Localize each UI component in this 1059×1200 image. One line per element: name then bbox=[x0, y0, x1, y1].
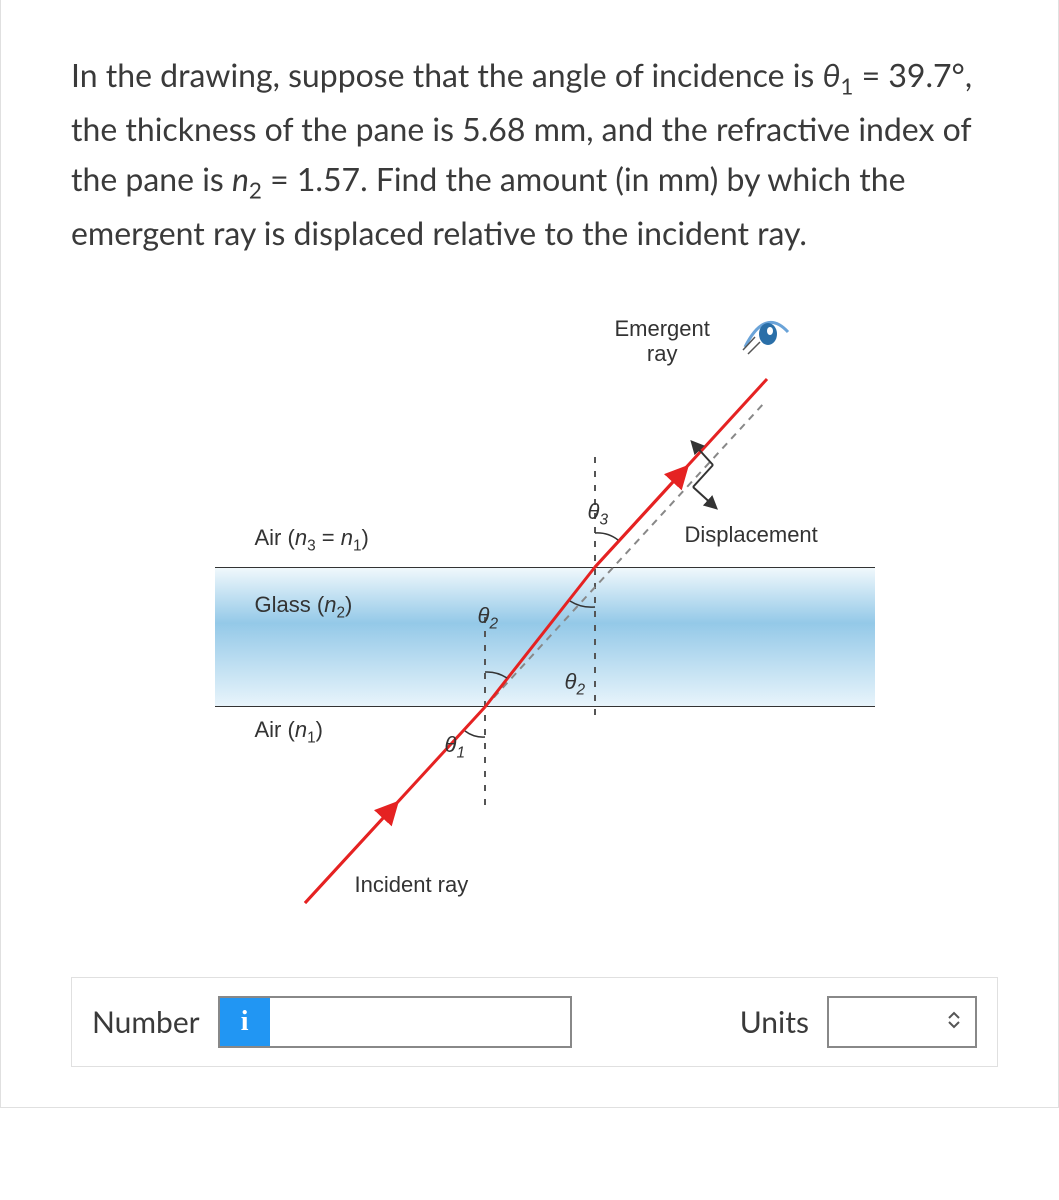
n2-sub: 2 bbox=[249, 176, 262, 203]
answer-row: Number i Units bbox=[71, 977, 998, 1067]
diagram: Emergent ray Air (n3 = n1) Glass (n2) Ai… bbox=[71, 307, 998, 927]
number-input[interactable] bbox=[270, 998, 570, 1046]
emergent-ray-label: Emergent ray bbox=[615, 317, 710, 365]
n2-sym: n bbox=[232, 159, 249, 198]
problem-part-1: In the drawing, suppose that the angle o… bbox=[71, 55, 822, 94]
incident-ray-label: Incident ray bbox=[355, 872, 469, 898]
units-select[interactable] bbox=[827, 996, 977, 1048]
glass-label: Glass (n2) bbox=[255, 592, 353, 622]
units-label: Units bbox=[740, 1004, 809, 1040]
info-icon[interactable]: i bbox=[220, 998, 270, 1046]
problem-text: In the drawing, suppose that the angle o… bbox=[71, 50, 998, 257]
theta2-upper-label: θ2 bbox=[478, 603, 499, 633]
air-bottom-label: Air (n1) bbox=[255, 717, 323, 747]
theta1-sym: θ bbox=[822, 55, 840, 94]
number-label: Number bbox=[92, 1004, 200, 1040]
chevron-updown-icon bbox=[947, 1010, 961, 1035]
air-top-label: Air (n3 = n1) bbox=[255, 525, 369, 555]
theta2-lower-label: θ2 bbox=[565, 669, 586, 699]
theta1-label: θ1 bbox=[445, 732, 466, 762]
displacement-label: Displacement bbox=[685, 522, 818, 548]
number-input-wrap: i bbox=[218, 996, 572, 1048]
eye-icon bbox=[740, 312, 790, 357]
theta1-sub: 1 bbox=[840, 72, 853, 99]
theta3-label: θ3 bbox=[588, 499, 609, 529]
